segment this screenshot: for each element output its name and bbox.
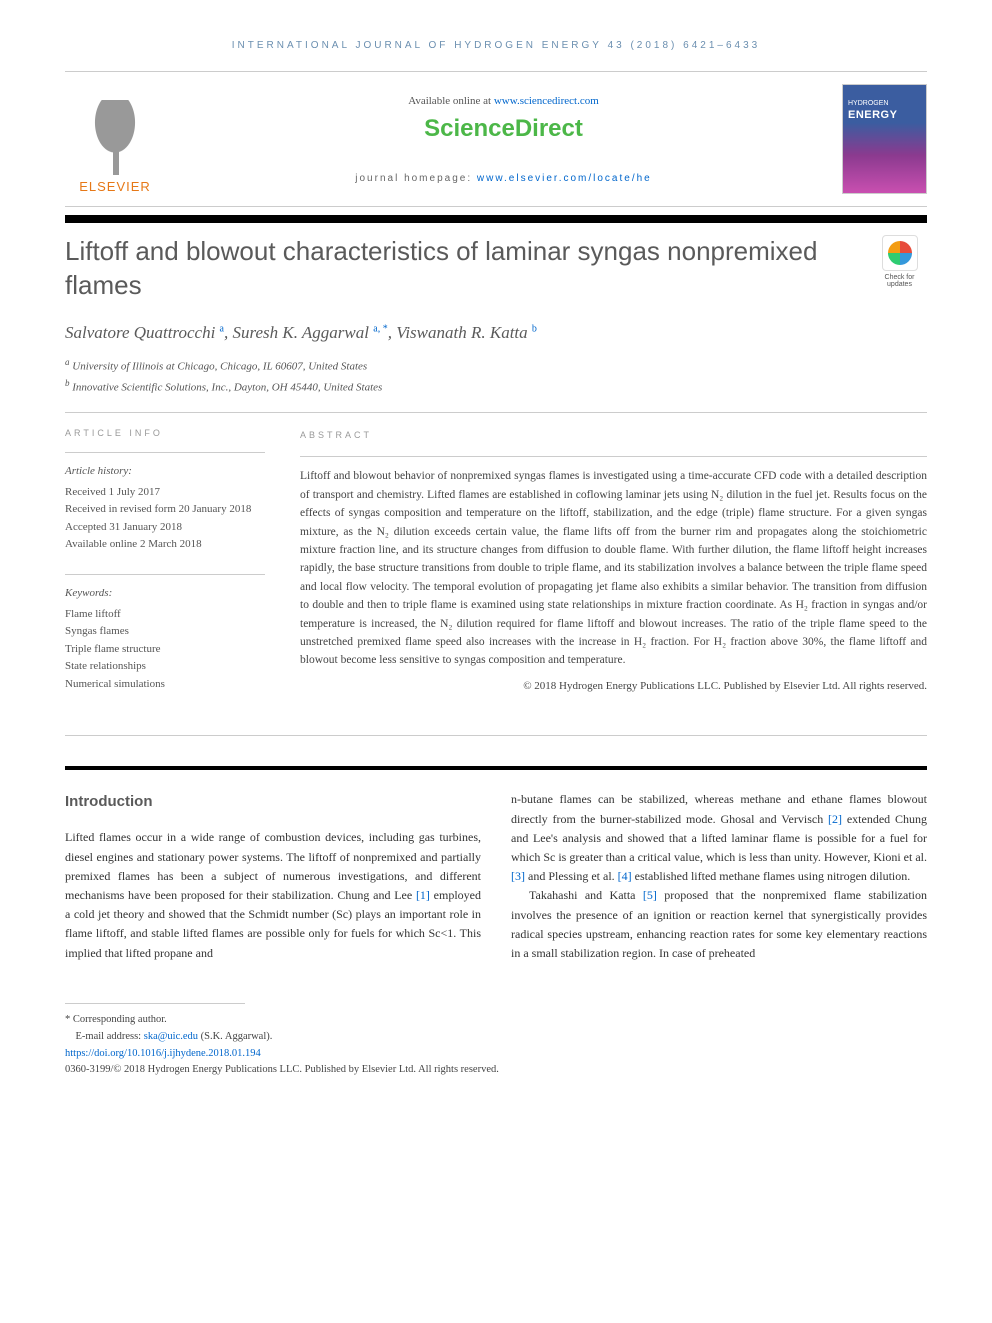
sciencedirect-link[interactable]: www.sciencedirect.com	[494, 95, 599, 107]
doi-link[interactable]: https://doi.org/10.1016/j.ijhydene.2018.…	[65, 1048, 261, 1059]
keywords-label: Keywords:	[65, 585, 265, 603]
crossmark-icon	[888, 241, 912, 265]
divider-bar-thin	[65, 766, 927, 770]
journal-home-label: journal homepage:	[355, 173, 477, 184]
citation-link[interactable]: [3]	[511, 869, 525, 883]
elsevier-tree-icon	[80, 100, 150, 175]
article-title: Liftoff and blowout characteristics of l…	[65, 235, 852, 303]
journal-cover-thumbnail[interactable]: HYDROGEN ENERGY	[842, 84, 927, 194]
keyword: State relationships	[65, 658, 265, 676]
check-updates-badge[interactable]: Check for updates	[872, 235, 927, 288]
body-text: Introduction Lifted flames occur in a wi…	[65, 790, 927, 963]
keyword: Flame liftoff	[65, 606, 265, 624]
footer-notes: * Corresponding author. E-mail address: …	[65, 1012, 927, 1079]
citation-link[interactable]: [1]	[416, 888, 430, 902]
body-paragraph: Lifted flames occur in a wide range of c…	[65, 828, 481, 962]
available-online-text: Available online at www.sciencedirect.co…	[185, 95, 822, 107]
header-section: ELSEVIER Available online at www.science…	[65, 71, 927, 207]
corresponding-author: * Corresponding author.	[65, 1012, 927, 1029]
received-date: Received 1 July 2017	[65, 484, 265, 502]
column-right: n-butane flames can be stabilized, where…	[511, 790, 927, 963]
issn-copyright: 0360-3199/© 2018 Hydrogen Energy Publica…	[65, 1062, 927, 1079]
article-history: Article history: Received 1 July 2017 Re…	[65, 452, 265, 554]
article-info-heading: ARTICLE INFO	[65, 428, 265, 438]
authors-list: Salvatore Quattrocchi a, Suresh K. Aggar…	[65, 323, 927, 343]
revised-date: Received in revised form 20 January 2018	[65, 501, 265, 519]
email-link[interactable]: ska@uic.edu	[144, 1031, 198, 1042]
keyword: Triple flame structure	[65, 641, 265, 659]
body-paragraph: n-butane flames can be stabilized, where…	[511, 790, 927, 886]
cover-text: HYDROGEN ENERGY	[848, 100, 921, 121]
affiliations: a University of Illinois at Chicago, Chi…	[65, 355, 927, 398]
elsevier-logo[interactable]: ELSEVIER	[65, 84, 165, 194]
divider-bar	[65, 215, 927, 223]
journal-home-link[interactable]: www.elsevier.com/locate/he	[477, 173, 652, 184]
keyword: Numerical simulations	[65, 676, 265, 694]
article-info-sidebar: ARTICLE INFO Article history: Received 1…	[65, 428, 265, 715]
check-updates-label: Check for updates	[885, 274, 915, 288]
abstract-text: Liftoff and blowout behavior of nonpremi…	[300, 467, 927, 669]
abstract-heading: ABSTRACT	[300, 428, 927, 442]
abstract-copyright: © 2018 Hydrogen Energy Publications LLC.…	[300, 678, 927, 696]
keywords-block: Keywords: Flame liftoff Syngas flames Tr…	[65, 574, 265, 694]
email-line: E-mail address: ska@uic.edu (S.K. Aggarw…	[65, 1029, 927, 1046]
footer-divider	[65, 1003, 245, 1004]
keyword: Syngas flames	[65, 623, 265, 641]
affiliation-b: b Innovative Scientific Solutions, Inc.,…	[65, 376, 927, 397]
introduction-heading: Introduction	[65, 790, 481, 814]
journal-reference: INTERNATIONAL JOURNAL OF HYDROGEN ENERGY…	[65, 40, 927, 51]
affiliation-a: a University of Illinois at Chicago, Chi…	[65, 355, 927, 376]
abstract-section: ABSTRACT Liftoff and blowout behavior of…	[300, 428, 927, 715]
sciencedirect-logo[interactable]: ScienceDirect	[185, 115, 822, 143]
divider	[65, 735, 927, 736]
elsevier-text: ELSEVIER	[79, 179, 151, 194]
citation-link[interactable]: [2]	[828, 812, 842, 826]
accepted-date: Accepted 31 January 2018	[65, 519, 265, 537]
header-center: Available online at www.sciencedirect.co…	[165, 95, 842, 184]
divider	[65, 412, 927, 413]
journal-homepage: journal homepage: www.elsevier.com/locat…	[185, 173, 822, 184]
history-label: Article history:	[65, 463, 265, 481]
available-label: Available online at	[408, 95, 494, 107]
citation-link[interactable]: [5]	[643, 888, 657, 902]
column-left: Introduction Lifted flames occur in a wi…	[65, 790, 481, 963]
body-paragraph: Takahashi and Katta [5] proposed that th…	[511, 886, 927, 963]
citation-link[interactable]: [4]	[618, 869, 632, 883]
online-date: Available online 2 March 2018	[65, 536, 265, 554]
